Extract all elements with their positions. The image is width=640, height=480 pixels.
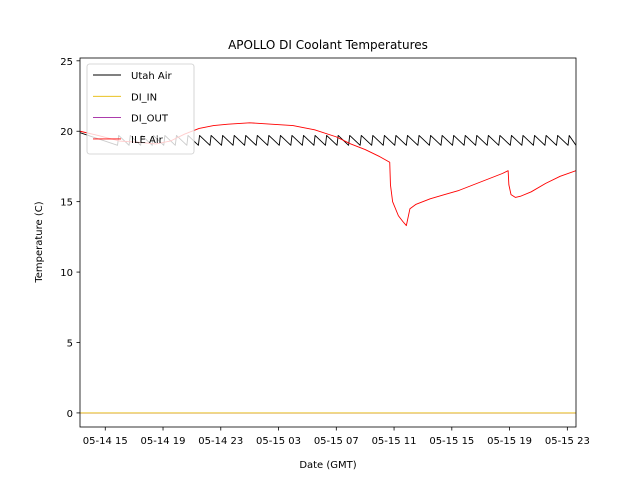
y-axis: 0 5 10 15 20 25: [60, 57, 80, 420]
y-tick-label: 0: [67, 409, 73, 420]
x-tick-label: 05-14 15: [83, 436, 128, 447]
x-tick-label: 05-15 23: [545, 436, 590, 447]
y-tick-label: 5: [67, 338, 73, 349]
x-tick-label: 05-14 19: [141, 436, 186, 447]
x-tick-label: 05-15 11: [372, 436, 417, 447]
y-tick-label: 20: [60, 127, 73, 138]
y-tick-label: 10: [60, 268, 73, 279]
chart-title: APOLLO DI Coolant Temperatures: [228, 38, 428, 52]
legend-label-di-out: DI_OUT: [131, 114, 169, 125]
plot-area: [79, 57, 577, 428]
y-tick-label: 25: [60, 57, 73, 68]
x-tick-label: 05-14 23: [198, 436, 243, 447]
legend: Utah Air DI_IN DI_OUT ILE Air: [86, 63, 195, 155]
x-axis-label: Date (GMT): [299, 460, 356, 471]
legend-label-di-in: DI_IN: [131, 92, 157, 103]
legend-box: [86, 63, 195, 155]
legend-label-utah-air: Utah Air: [131, 71, 173, 82]
x-tick-label: 05-15 15: [429, 436, 474, 447]
y-tick-label: 15: [60, 198, 73, 209]
y-axis-label: Temperature (C): [34, 201, 45, 283]
x-tick-label: 05-15 03: [256, 436, 301, 447]
x-axis: 05-14 15 05-14 19 05-14 23 05-15 03 05-15 07…: [83, 427, 590, 447]
legend-label-ile-air: ILE Air: [131, 135, 164, 146]
x-tick-label: 05-15 07: [314, 436, 359, 447]
x-tick-label: 05-15 19: [487, 436, 532, 447]
